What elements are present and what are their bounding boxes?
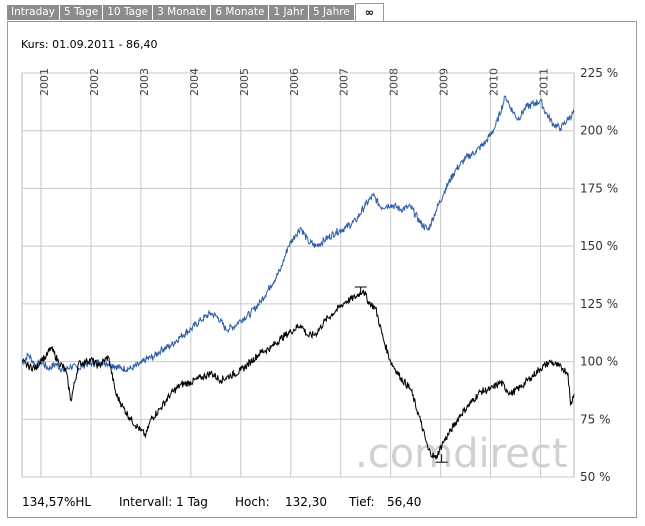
series-line-1: [21, 289, 575, 461]
comdirect-watermark: .comdirect: [355, 431, 568, 477]
tab-5[interactable]: 1 Jahr: [269, 5, 309, 20]
y-tick-label: 225 %: [580, 66, 618, 80]
x-tick-label: 2002: [88, 68, 101, 96]
x-tick-label: 2011: [538, 68, 551, 96]
tab-1[interactable]: 5 Tage: [59, 5, 103, 20]
x-tick-label: 2009: [438, 68, 451, 96]
x-tick-label: 2001: [38, 68, 51, 96]
y-tick-label: 200 %: [580, 124, 618, 138]
tab-6[interactable]: 5 Jahre: [309, 5, 354, 20]
y-tick-label: 125 %: [580, 297, 618, 311]
grid: [21, 72, 575, 478]
high-low-markers: [354, 286, 448, 463]
x-tick-label: 2005: [238, 68, 251, 96]
x-tick-label: 2010: [488, 68, 501, 96]
tab-2[interactable]: 10 Tage: [103, 5, 153, 20]
y-tick-label: 75 %: [580, 412, 611, 426]
interval-label: Intervall: 1 Tag: [119, 495, 208, 509]
performance-label: 134,57%HL: [22, 495, 92, 509]
high-label: Hoch:: [235, 495, 270, 509]
chart-frame: [7, 21, 637, 518]
y-tick-label: 50 %: [580, 470, 611, 484]
high-value: 132,30: [285, 495, 327, 509]
low-value: 56,40: [387, 495, 422, 509]
x-tick-label: 2006: [288, 68, 301, 96]
x-tick-label: 2003: [138, 68, 151, 96]
series-line-0: [21, 95, 575, 373]
tab-0[interactable]: Intraday: [7, 5, 59, 20]
price-label: Kurs: 01.09.2011 - 86,40: [21, 38, 158, 51]
tab-7[interactable]: ∞: [354, 3, 384, 22]
timeframe-tabs: Intraday 5 Tage 10 Tage 3 Monate 6 Monate 1 J…: [7, 3, 385, 22]
y-tick-label: 150 %: [580, 239, 618, 253]
x-tick-label: 2004: [188, 68, 201, 96]
series-lines: [21, 95, 575, 461]
y-axis-ticks: 225 % 200 % 175 % 150 % 125 % 100 % 75 % 50 %: [580, 66, 618, 484]
y-tick-label: 100 %: [580, 355, 618, 369]
y-tick-label: 175 %: [580, 181, 618, 195]
tab-3[interactable]: 3 Monate: [153, 5, 211, 20]
tab-4[interactable]: 6 Monate: [211, 5, 269, 20]
x-tick-label: 2008: [388, 68, 401, 96]
x-axis-ticks: 2001 2002 2003 2004 2005 2006 2007 2008 2009 2010…: [38, 68, 551, 96]
x-tick-label: 2007: [338, 68, 351, 96]
low-label: Tief:: [349, 495, 375, 509]
